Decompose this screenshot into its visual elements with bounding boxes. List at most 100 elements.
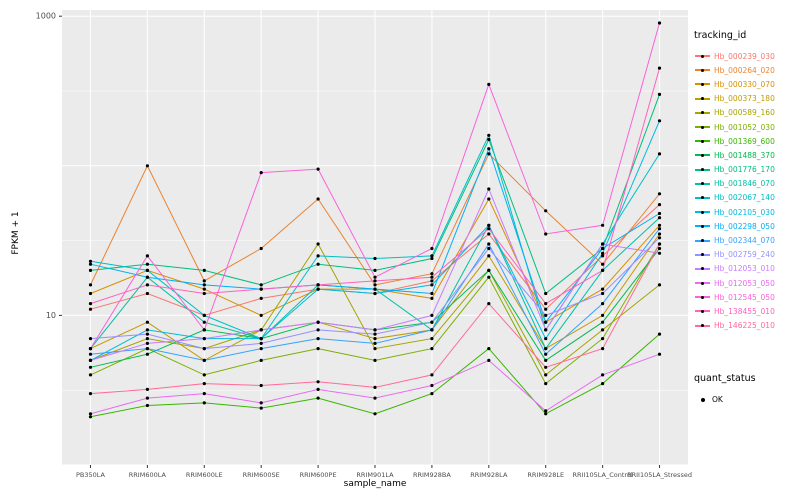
data-point bbox=[373, 291, 377, 296]
data-point bbox=[373, 275, 377, 279]
data-point bbox=[544, 412, 548, 416]
data-point bbox=[316, 167, 320, 171]
data-point bbox=[430, 256, 434, 261]
point-icon bbox=[701, 224, 704, 228]
legend-item-label: Hb_001846_070 bbox=[714, 179, 775, 189]
data-point bbox=[202, 279, 206, 283]
data-point bbox=[657, 92, 662, 96]
data-point bbox=[601, 291, 605, 296]
legend-item: Hb_001846_070 bbox=[694, 177, 800, 191]
data-point bbox=[259, 347, 263, 351]
point-icon bbox=[701, 82, 704, 86]
data-point bbox=[487, 268, 491, 272]
data-point bbox=[601, 302, 605, 306]
point-icon bbox=[701, 125, 704, 129]
legend-item: Hb_002298_050 bbox=[694, 219, 800, 233]
data-point bbox=[202, 268, 206, 272]
data-point bbox=[145, 352, 149, 356]
data-point bbox=[657, 211, 662, 216]
data-point bbox=[487, 254, 491, 258]
data-point bbox=[487, 137, 491, 142]
data-point bbox=[259, 341, 263, 345]
data-point bbox=[145, 332, 149, 336]
legend-item-label: Hb_012053_010 bbox=[714, 264, 775, 274]
legend-item: Hb_001488_370 bbox=[694, 148, 800, 162]
data-point bbox=[544, 373, 548, 377]
point-icon bbox=[701, 239, 704, 243]
data-point bbox=[145, 262, 149, 266]
data-point bbox=[487, 187, 491, 191]
data-point bbox=[373, 268, 377, 272]
data-point bbox=[145, 268, 149, 272]
data-point bbox=[657, 21, 662, 25]
legend-key-line-icon bbox=[694, 64, 711, 76]
data-point bbox=[601, 337, 605, 341]
point-icon bbox=[701, 196, 704, 200]
data-point bbox=[373, 412, 377, 416]
data-point bbox=[202, 392, 206, 396]
data-point bbox=[259, 383, 263, 388]
data-point bbox=[259, 171, 263, 175]
data-point bbox=[259, 246, 263, 251]
data-point bbox=[316, 347, 320, 351]
data-point bbox=[373, 328, 377, 332]
data-point bbox=[657, 283, 662, 287]
point-icon bbox=[701, 97, 704, 101]
data-point bbox=[88, 392, 93, 396]
data-point bbox=[202, 283, 206, 287]
data-point bbox=[316, 337, 320, 341]
data-point bbox=[601, 246, 605, 251]
legend-key-line-icon bbox=[694, 121, 711, 133]
data-point bbox=[88, 412, 93, 416]
point-icon bbox=[701, 253, 704, 257]
data-point bbox=[259, 401, 263, 405]
data-point bbox=[88, 415, 93, 419]
data-point bbox=[145, 341, 149, 345]
data-point bbox=[544, 320, 548, 324]
data-point bbox=[544, 337, 548, 341]
data-point bbox=[145, 396, 149, 400]
data-point bbox=[145, 403, 149, 408]
x-tick-label: RRIM600LA bbox=[129, 471, 167, 479]
data-point bbox=[657, 242, 662, 246]
legend-item-label: Hb_001052_030 bbox=[714, 122, 775, 132]
legend-item-label: Hb_002759_240 bbox=[714, 250, 775, 260]
x-tick-label: RRII105LA_Stressed bbox=[627, 471, 692, 479]
data-point bbox=[88, 365, 93, 369]
data-point bbox=[430, 383, 434, 388]
legend-item-label: Hb_012545_050 bbox=[714, 292, 775, 302]
data-point bbox=[373, 256, 377, 261]
data-point bbox=[202, 401, 206, 405]
legend-item-label: Hb_001369_600 bbox=[714, 136, 775, 146]
data-point bbox=[544, 382, 548, 386]
legend-item-label: Hb_146225_010 bbox=[714, 321, 775, 331]
data-point bbox=[487, 152, 491, 156]
data-point bbox=[601, 254, 605, 258]
legend-key-line-icon bbox=[694, 235, 711, 247]
data-point bbox=[430, 279, 434, 283]
data-point bbox=[544, 232, 548, 236]
data-point bbox=[145, 320, 149, 324]
data-point bbox=[202, 291, 206, 296]
data-point bbox=[202, 382, 206, 386]
data-point bbox=[657, 152, 662, 156]
data-point bbox=[373, 341, 377, 345]
legend-item-label: Hb_000239_030 bbox=[714, 51, 775, 61]
data-point bbox=[544, 302, 548, 306]
data-point bbox=[430, 254, 434, 258]
data-point bbox=[487, 347, 491, 351]
data-point bbox=[259, 287, 263, 291]
data-point bbox=[430, 392, 434, 396]
data-point bbox=[657, 236, 662, 240]
data-point bbox=[544, 307, 548, 311]
legend-key-line-icon bbox=[694, 320, 711, 332]
data-point bbox=[316, 254, 320, 258]
data-point bbox=[657, 232, 662, 236]
data-point bbox=[430, 373, 434, 377]
data-point bbox=[601, 313, 605, 317]
data-point bbox=[657, 251, 662, 255]
data-point bbox=[601, 320, 605, 324]
legend-item: Hb_002344_070 bbox=[694, 233, 800, 247]
data-point bbox=[202, 373, 206, 377]
